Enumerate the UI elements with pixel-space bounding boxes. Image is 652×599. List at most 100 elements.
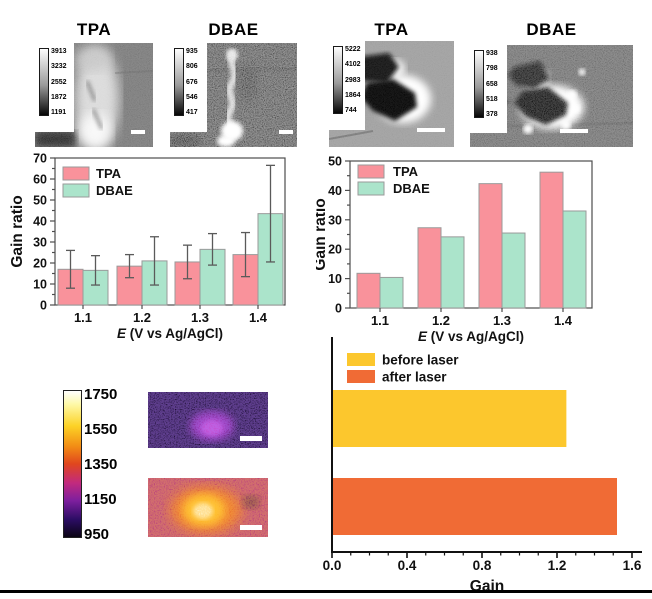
svg-text:DBAE: DBAE: [393, 181, 430, 196]
bar-TPA-1.2: [417, 227, 442, 309]
chart-svg-gain-ratio-right: 0 10 20 30 40 50 1.1 1.2 1.3 1.4 E (V vs Ag/AgCl) G…: [312, 155, 593, 344]
svg-text:30: 30: [33, 236, 47, 250]
svg-text:0: 0: [40, 299, 47, 313]
svg-text:1.1: 1.1: [74, 310, 92, 325]
svg-text:1.2: 1.2: [133, 310, 151, 325]
panel-title-tr-tpa: TPA: [374, 20, 409, 39]
colorbar-tick: 1864: [345, 91, 361, 99]
thermal-image-before: [148, 392, 268, 448]
svg-text:1.3: 1.3: [191, 310, 209, 325]
svg-text:30: 30: [328, 213, 342, 227]
svg-text:1.4: 1.4: [249, 310, 268, 325]
colorbar-tick: 4102: [345, 61, 361, 69]
colorbar-tick: 806: [186, 63, 198, 71]
legend-swatch-TPA: [357, 164, 385, 179]
bar-DBAE-1.2: [440, 236, 465, 309]
svg-text:0: 0: [335, 302, 342, 316]
scale-bar: [240, 525, 262, 530]
axes: [331, 337, 642, 553]
legend-swatch-DBAE: [62, 183, 90, 198]
svg-text:1.2: 1.2: [548, 558, 567, 573]
legend-swatch-after-laser: [347, 370, 375, 383]
legend: TPA DBAE: [357, 164, 430, 196]
bar-after-laser: [332, 478, 617, 535]
colorbar-tick: 3232: [51, 63, 67, 71]
colorbar-strip: [39, 48, 49, 116]
colorbar-tick: 518: [486, 95, 498, 103]
colorbar-tick: 5222: [345, 46, 361, 53]
svg-text:50: 50: [33, 194, 47, 208]
svg-text:0.0: 0.0: [323, 558, 342, 573]
bottom-border-line: [0, 590, 652, 593]
bar-DBAE-1.1: [379, 276, 404, 309]
colorbar-tick: 1191: [51, 109, 67, 116]
colorbar-tr-dbae: 938 798 658 518 378: [470, 45, 507, 133]
panel-title-tr-dbae: DBAE: [526, 20, 577, 39]
x-axis-label: E (V vs Ag/AgCl): [418, 329, 524, 344]
colorbar-labels: 5222 4102 2983 1864 744: [345, 46, 361, 114]
chart-gain-ratio-right: 0 10 20 30 40 50 1.1 1.2 1.3 1.4 E (V vs Ag/AgCl) G…: [312, 150, 616, 349]
colorbar-tick: 1872: [51, 93, 67, 101]
thermal-after-image: [148, 478, 268, 537]
svg-text:1.1: 1.1: [371, 313, 389, 328]
svg-text:70: 70: [33, 152, 47, 166]
bar-TPA-1.4: [539, 171, 564, 309]
svg-text:50: 50: [328, 155, 342, 169]
svg-text:10: 10: [33, 278, 47, 292]
colorbar-tick: 378: [486, 111, 498, 118]
scale-bar: [417, 128, 445, 132]
bar-DBAE-1.3: [501, 232, 526, 309]
svg-text:1.6: 1.6: [623, 558, 642, 573]
svg-text:DBAE: DBAE: [96, 183, 133, 198]
axes: [345, 160, 593, 309]
svg-text:60: 60: [33, 173, 47, 187]
thermal-image-after: [148, 478, 268, 537]
colorbar-tr-tpa: 5222 4102 2983 1864 744: [329, 41, 365, 130]
svg-text:TPA: TPA: [393, 164, 419, 179]
bar-TPA-1.1: [356, 272, 381, 309]
svg-text:1.3: 1.3: [493, 313, 511, 328]
chart-svg-gain-ratio-left: 0 10 20 30 40 50 60 70 1.1 1.2 1.3 1.4 E (V vs Ag/Ag…: [9, 152, 286, 341]
svg-text:40: 40: [328, 184, 342, 198]
bar-DBAE-1.4: [562, 210, 587, 309]
svg-text:1.2: 1.2: [432, 313, 450, 328]
axes: [50, 157, 286, 306]
colorbar-tick: 676: [186, 78, 198, 86]
svg-text:10: 10: [328, 272, 342, 286]
chart-gain-laser: 0.0 0.4 0.8 1.2 1.6 Gain before laser after las…: [320, 337, 652, 598]
bar-TPA-1.3: [478, 183, 503, 309]
bars: [57, 213, 284, 306]
bars: [356, 171, 587, 309]
hot-colorbar-tick: 1350: [84, 456, 118, 473]
svg-text:0.8: 0.8: [473, 558, 492, 573]
panel-title-tl-dbae: DBAE: [208, 20, 259, 39]
colorbar-strip: [333, 46, 343, 114]
colorbar-tick: 2983: [345, 76, 361, 84]
legend-swatch-DBAE: [357, 181, 385, 196]
colorbar-labels: 935 806 676 546 417: [186, 48, 198, 116]
legend-swatch-before-laser: [347, 353, 375, 366]
svg-text:20: 20: [328, 243, 342, 257]
legend: before laser after laser: [347, 353, 459, 385]
scale-bar: [240, 436, 262, 441]
colorbar-strip: [174, 48, 184, 116]
legend-swatch-TPA: [62, 166, 90, 181]
colorbar-strip: [474, 50, 484, 118]
x-ticks: [331, 552, 633, 558]
colorbar-tl-dbae: 935 806 676 546 417: [170, 43, 207, 132]
x-axis-label: E (V vs Ag/AgCl): [117, 326, 223, 341]
colorbar-tick: 546: [186, 93, 198, 101]
colorbar-tl-tpa: 3913 3232 2552 1872 1191: [35, 43, 74, 132]
colorbar-tick: 935: [186, 48, 198, 55]
micrograph-tl-dbae: 935 806 676 546 417: [170, 43, 297, 147]
colorbar-tick: 417: [186, 109, 198, 116]
hot-colorbar-tick: 950: [84, 526, 110, 543]
panel-title-tl-tpa: TPA: [76, 20, 112, 39]
colorbar-labels: 938 798 658 518 378: [486, 50, 498, 118]
svg-text:before laser: before laser: [382, 353, 459, 368]
y-axis-label: Gain ratio: [9, 195, 26, 267]
bars: [332, 390, 617, 535]
colorbar-labels: 3913 3232 2552 1872 1191: [51, 48, 67, 116]
